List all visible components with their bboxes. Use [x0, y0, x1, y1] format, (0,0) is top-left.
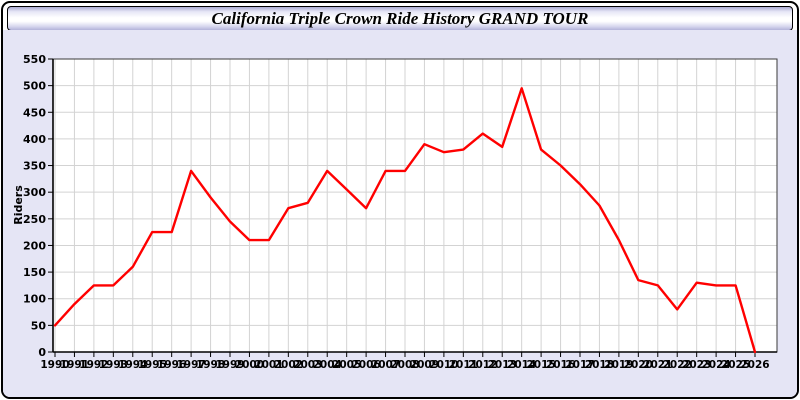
x-axis-label: 2015	[526, 359, 555, 371]
x-axis-label: 1995	[138, 359, 167, 371]
y-axis-label: 100	[23, 293, 46, 306]
y-axis-label: 300	[23, 186, 46, 199]
x-axis-label: 2009	[410, 359, 439, 371]
y-axis-label: 150	[23, 266, 46, 279]
y-axis-label: 450	[23, 106, 46, 119]
y-axis-label: 500	[23, 80, 46, 93]
x-axis-label: 2000	[235, 359, 264, 371]
x-axis-label: 1999	[215, 359, 244, 371]
x-axis-label: 2026	[740, 359, 769, 371]
x-axis-label: 2011	[449, 359, 478, 371]
x-axis-label: 2007	[371, 359, 400, 371]
x-axis-label: 1997	[176, 359, 205, 371]
y-axis-label: 200	[23, 239, 46, 252]
x-axis-label: 2008	[390, 359, 419, 371]
x-axis-label: 2021	[643, 359, 672, 371]
x-axis-label: 2023	[682, 359, 711, 371]
x-axis-label: 2005	[332, 359, 361, 371]
x-axis-label: 2017	[565, 359, 594, 371]
y-axis-label: 400	[23, 133, 46, 146]
x-axis-label: 2010	[429, 359, 458, 371]
x-axis-label: 2001	[254, 359, 283, 371]
x-axis-label: 2014	[507, 359, 536, 371]
x-axis-label: 2004	[313, 359, 342, 371]
x-axis-label: 2022	[663, 359, 692, 371]
plot-area	[53, 59, 777, 352]
x-axis-label: 1990	[40, 359, 69, 371]
x-axis-label: 2025	[721, 359, 750, 371]
chart-title: California Triple Crown Ride History GRA…	[211, 8, 589, 28]
x-axis-label: 2019	[604, 359, 633, 371]
x-axis-label: 1993	[99, 359, 128, 371]
x-axis-label: 2006	[351, 359, 380, 371]
x-axis-label: 2012	[468, 359, 497, 371]
x-axis-label: 2002	[274, 359, 303, 371]
x-axis-label: 2016	[546, 359, 575, 371]
x-axis-label: 2003	[293, 359, 322, 371]
y-axis-label: 50	[31, 319, 47, 332]
x-axis-label: 1992	[79, 359, 108, 371]
chart-title-bar: California Triple Crown Ride History GRA…	[7, 6, 793, 31]
y-axis-label: 0	[38, 346, 46, 359]
x-axis-label: 2013	[488, 359, 517, 371]
x-axis-label: 2018	[585, 359, 614, 371]
x-axis-label: 1991	[60, 359, 89, 371]
ride-history-line	[53, 87, 757, 354]
x-axis-label: 1994	[118, 359, 147, 371]
x-axis-label: 2024	[701, 359, 730, 371]
y-axis-label: 250	[23, 213, 46, 226]
x-axis-label: 1996	[157, 359, 186, 371]
x-axis-label: 1998	[196, 359, 225, 371]
x-axis-label: 2020	[624, 359, 653, 371]
y-axis-label: 550	[23, 53, 46, 66]
y-axis-label: 350	[23, 160, 46, 173]
